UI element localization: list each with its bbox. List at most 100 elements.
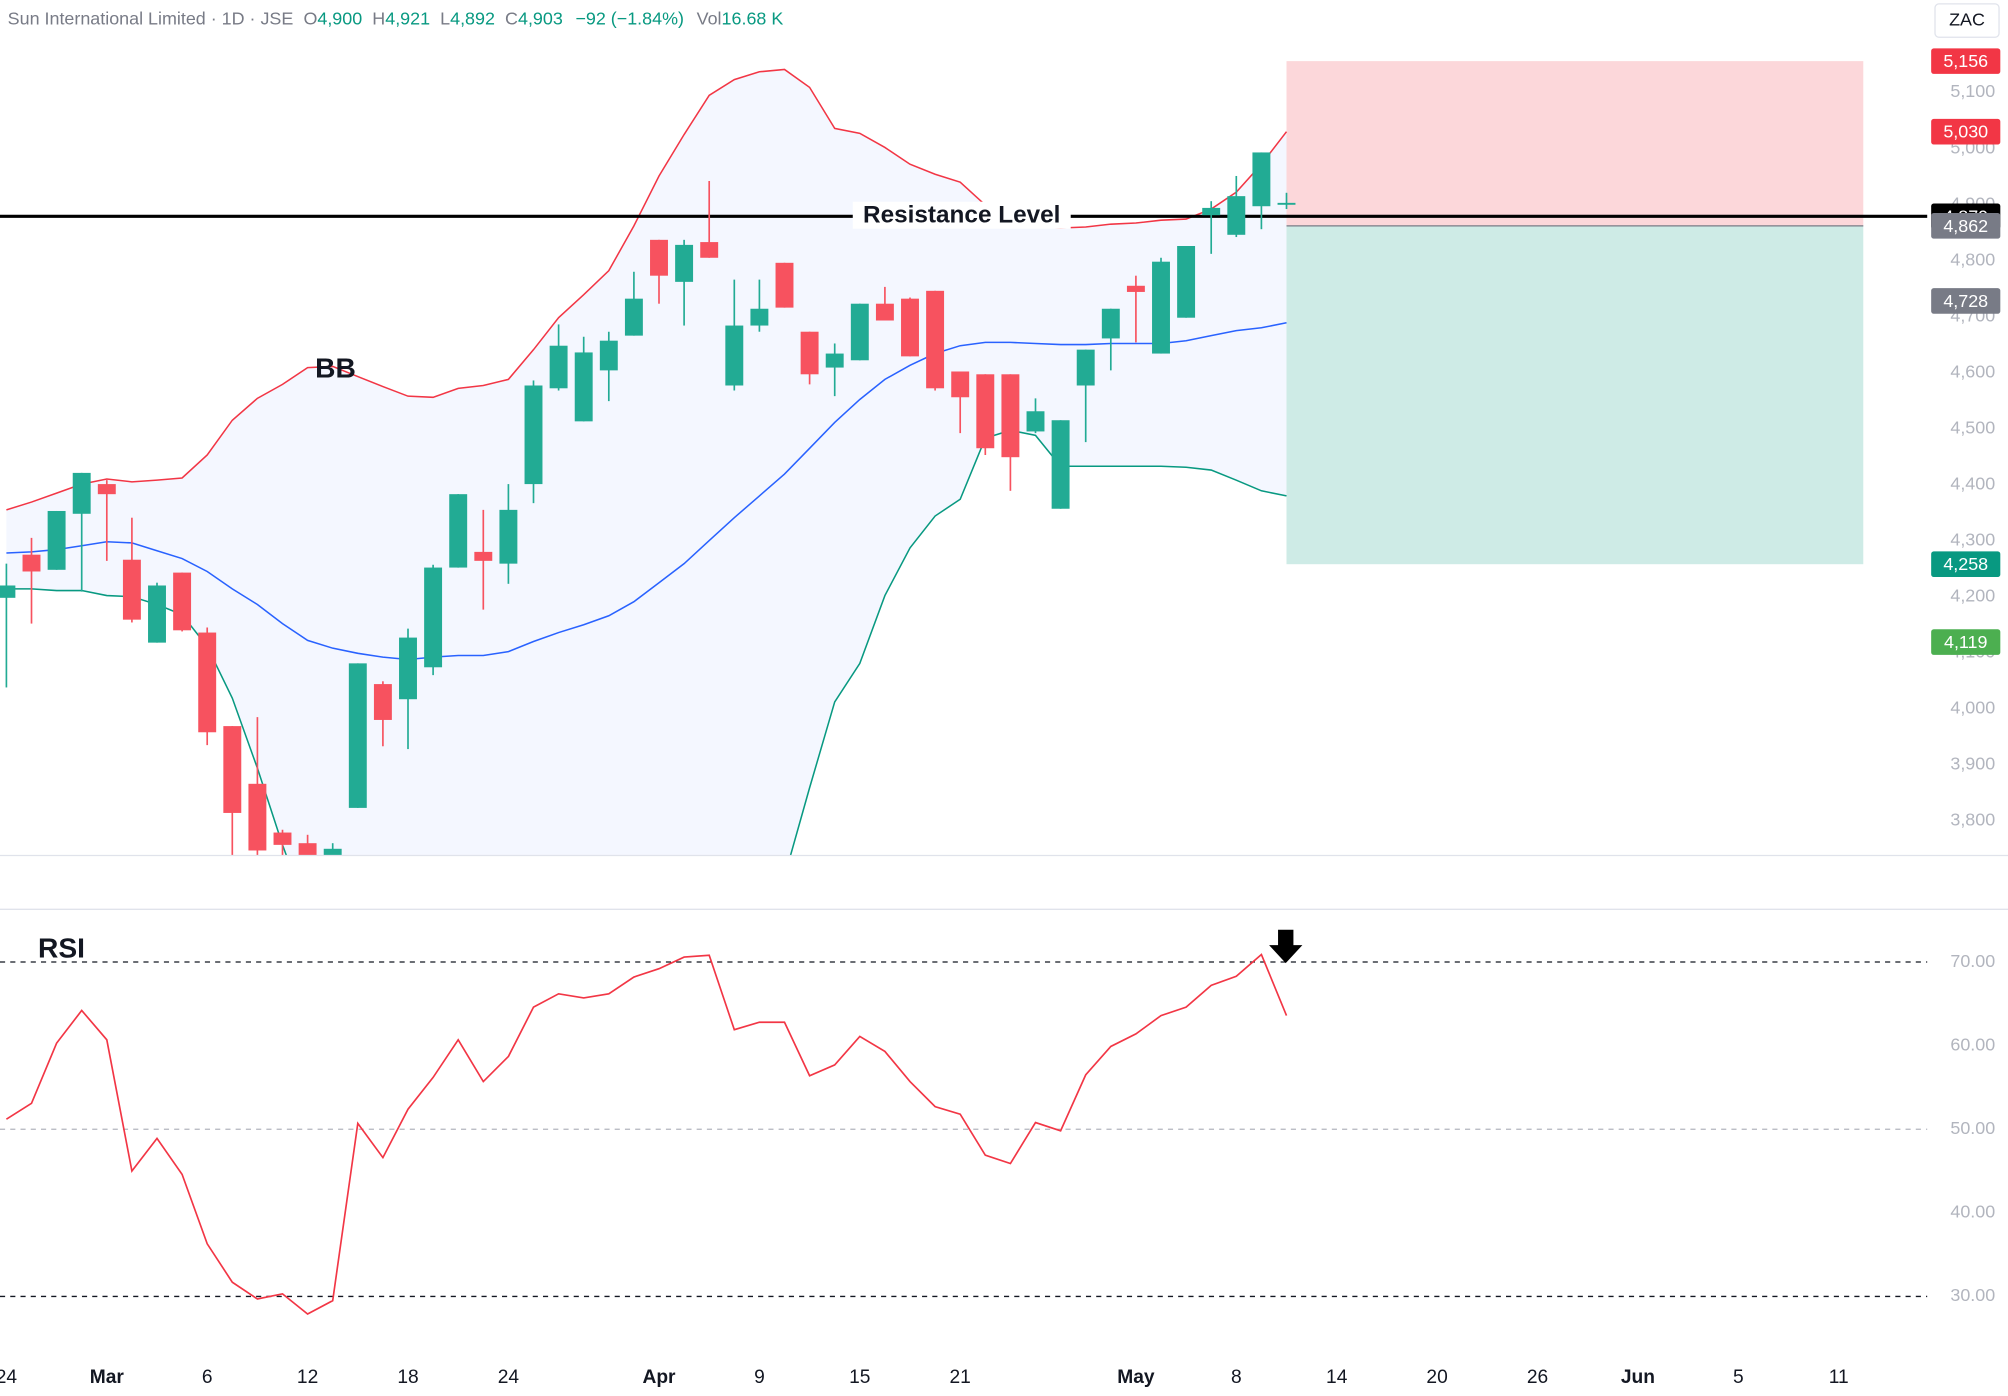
y-tick-label: 3,900 [1950, 753, 1995, 773]
volume-value: 16.68 K [722, 8, 784, 28]
candle-body [323, 848, 342, 856]
resistance-label: Resistance Level [863, 202, 1060, 229]
x-tick-label: 5 [1733, 1367, 1744, 1388]
price-badge-label: 4,862 [1943, 216, 1988, 236]
candle-body [97, 484, 116, 495]
rsi-line [5, 953, 1288, 1315]
target-zone [1286, 225, 1864, 565]
candle-body [273, 832, 292, 845]
change: −92 (−1.84%) [575, 8, 684, 28]
candle-body [424, 567, 443, 668]
rsi-tick-label: 60.00 [1950, 1034, 1995, 1054]
y-tick-label: 4,300 [1950, 529, 1995, 549]
x-tick-label: 8 [1231, 1367, 1242, 1388]
candle-body [474, 551, 493, 561]
candle-body [901, 298, 919, 357]
price-badge [1931, 288, 2001, 314]
rsi-tick-label: 40.00 [1950, 1202, 1995, 1222]
ohlc-key: C [505, 8, 518, 28]
price-badge [1931, 551, 2001, 578]
y-tick-label: 4,200 [1950, 585, 1995, 605]
candle-body [549, 345, 568, 389]
candle-body [1202, 207, 1221, 216]
candle-body [1101, 308, 1120, 339]
candle-body [976, 374, 995, 449]
price-pane: Resistance Level BB [0, 61, 1928, 856]
candle-body [700, 242, 719, 258]
x-tick-label: 6 [202, 1367, 213, 1388]
candle-body [1076, 349, 1095, 386]
candle-body [72, 472, 91, 514]
ohlc-value: 4,892 [450, 8, 495, 28]
candle-body [926, 290, 945, 389]
x-tick-label: 21 [950, 1367, 971, 1388]
candle-body [599, 340, 618, 371]
price-badge-label: 5,030 [1943, 122, 1988, 142]
candle-body [0, 585, 16, 598]
candle-body [1277, 202, 1296, 205]
candle-body [373, 684, 392, 720]
currency-box[interactable] [1934, 3, 2000, 38]
rsi-pane [0, 953, 1928, 1315]
axes: 3,8003,9004,0004,1004,2004,3004,4004,500… [0, 48, 2001, 1388]
band-line [6, 68, 1288, 511]
price-badge [1931, 118, 2001, 145]
candle-body [248, 783, 267, 851]
candle-body [449, 494, 468, 568]
candle-body [399, 637, 417, 700]
symbol-title: Sun International Limited · 1D · JSE [8, 8, 294, 28]
price-badge [1931, 213, 2001, 239]
candle-body [122, 559, 141, 620]
candle-body [1126, 285, 1145, 292]
x-tick-label: 18 [397, 1367, 418, 1388]
y-tick-label: 4,500 [1950, 417, 1995, 437]
price-badge-label: 4,728 [1943, 291, 1988, 311]
candle-body [1001, 374, 1020, 458]
x-tick-label: 24 [0, 1367, 17, 1388]
candle-body [173, 572, 192, 631]
x-tick-label: 9 [754, 1367, 765, 1388]
price-badge [1931, 629, 2001, 655]
candle-body [1227, 196, 1246, 235]
candle-body [875, 303, 894, 321]
x-tick-label: 15 [849, 1367, 870, 1388]
candle-body [800, 331, 819, 375]
candle-body [298, 843, 317, 856]
resistance-label-bg [852, 201, 1071, 229]
y-tick-label: 4,600 [1950, 361, 1995, 381]
candle-body [650, 239, 668, 276]
band-fill [6, 69, 1287, 856]
candle-body [775, 262, 794, 308]
candle-body [1152, 261, 1170, 354]
candle-body [524, 385, 543, 485]
legend-header: Sun International Limited · 1D · JSE O4,… [8, 8, 784, 28]
candle-body [624, 298, 643, 336]
x-tick-label: 12 [297, 1367, 318, 1388]
volume-key: Vol [697, 8, 722, 28]
y-tick-label: 4,800 [1950, 249, 1995, 269]
ohlc-value: 4,900 [317, 8, 362, 28]
price-badge-label: 4,258 [1943, 554, 1988, 574]
ohlc-key: L [440, 8, 450, 28]
price-badge-label: 4,119 [1944, 632, 1988, 652]
x-tick-label: 24 [498, 1367, 520, 1388]
candle-body [1051, 420, 1070, 509]
candle-body [675, 244, 694, 282]
candle-body [22, 554, 41, 572]
y-tick-label: 5,100 [1950, 81, 1995, 101]
currency[interactable]: ZAC [1949, 9, 1985, 29]
candle-body [750, 308, 769, 326]
x-tick-label: 20 [1426, 1367, 1447, 1388]
candle-body [223, 726, 242, 813]
candle-body [1177, 246, 1196, 318]
x-tick-label: Mar [90, 1367, 125, 1388]
candle-body [348, 663, 367, 808]
signal-arrow [1269, 929, 1303, 964]
candle-body [47, 510, 66, 570]
candle-body [499, 509, 518, 564]
candle-body [574, 352, 593, 422]
x-tick-label: Apr [642, 1367, 676, 1388]
ohlc-key: O [303, 8, 317, 28]
